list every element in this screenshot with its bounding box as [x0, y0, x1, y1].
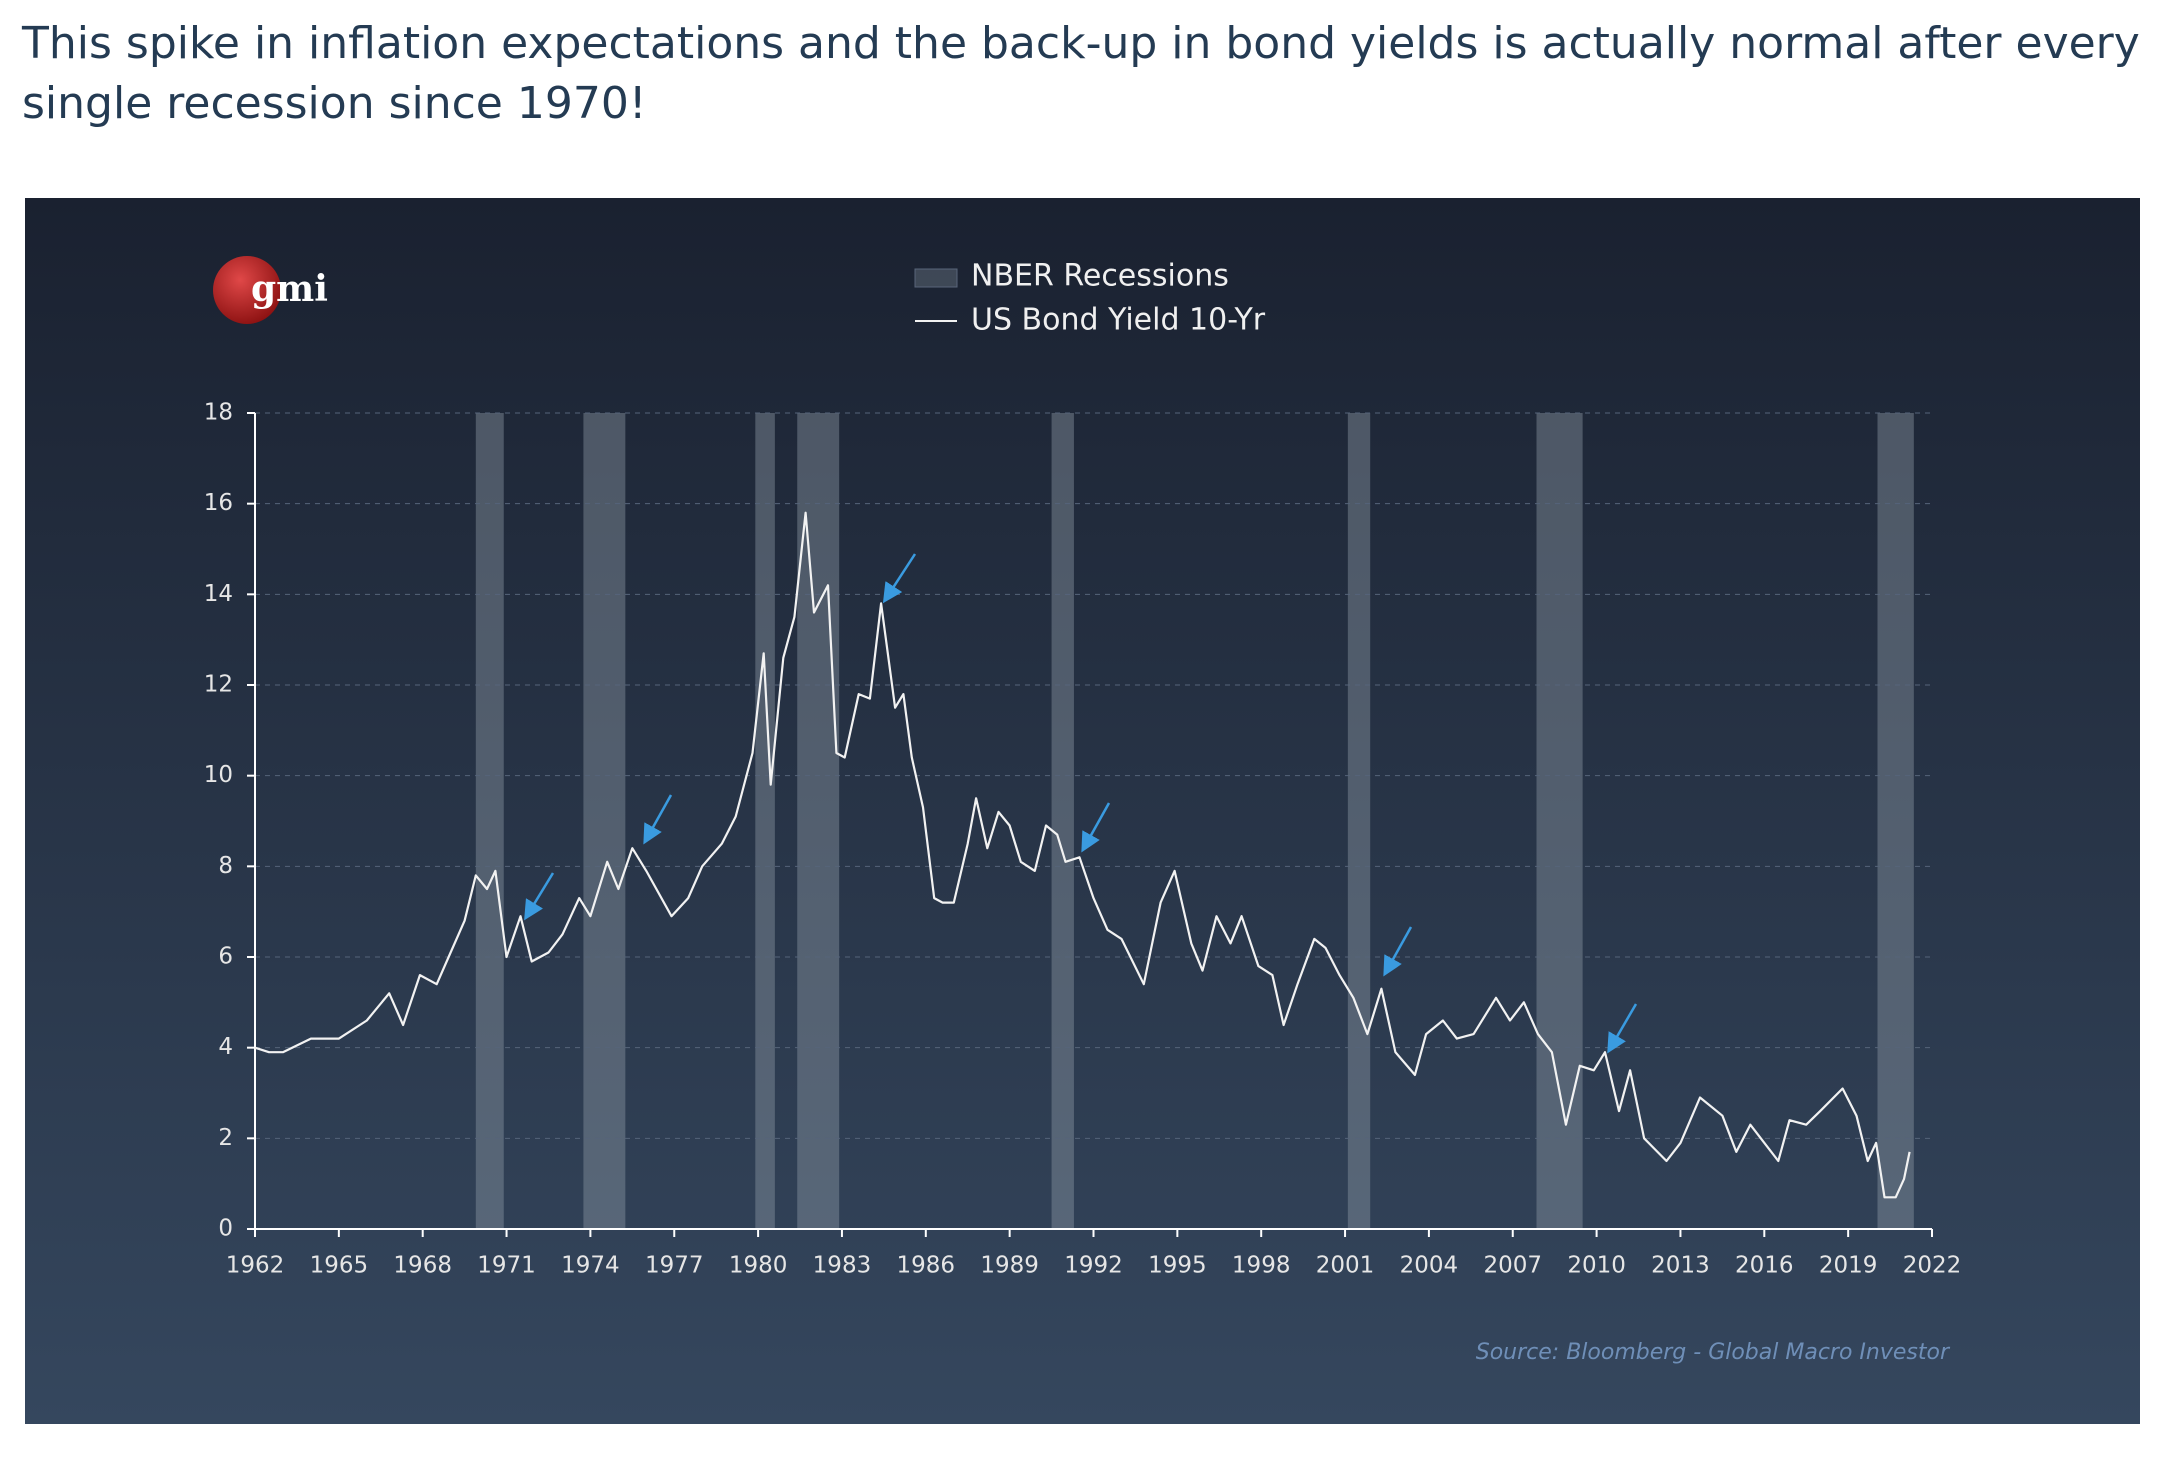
annotation-arrows — [524, 553, 1638, 1054]
x-tick-label: 2022 — [1903, 1253, 1962, 1279]
x-tick-label: 1998 — [1232, 1253, 1291, 1279]
recession-band — [1536, 413, 1583, 1229]
x-tick-label: 2019 — [1819, 1253, 1878, 1279]
y-tick-label: 2 — [218, 1125, 233, 1151]
x-tick-label: 1986 — [897, 1253, 956, 1279]
y-tick-label: 16 — [204, 490, 233, 516]
x-tick-label: 2001 — [1316, 1253, 1375, 1279]
arrow — [1383, 926, 1413, 977]
chart: gmi NBER Recessions US Bond Yield 10-Yr … — [25, 198, 2140, 1424]
x-tick-label: 2010 — [1567, 1253, 1626, 1279]
recession-band — [797, 413, 840, 1229]
arrow — [1607, 1003, 1638, 1054]
arrow — [882, 553, 917, 604]
legend-swatch-recession — [914, 268, 958, 288]
recession-band — [1051, 413, 1074, 1229]
recession-band — [755, 413, 775, 1229]
line-series — [254, 511, 1911, 1199]
x-tick-label: 1995 — [1148, 1253, 1207, 1279]
recession-band — [475, 413, 504, 1229]
arrow — [524, 872, 555, 921]
logo-text: gmi — [251, 268, 328, 310]
y-tick-label: 14 — [204, 581, 233, 607]
panel-background — [25, 198, 2140, 1424]
recession-band — [583, 413, 626, 1229]
arrow — [643, 794, 673, 845]
x-tick-label: 1974 — [561, 1253, 620, 1279]
x-tick-label: 1968 — [393, 1253, 452, 1279]
source-note: Source: Bloomberg - Global Macro Investo… — [1476, 1340, 1951, 1365]
post-text: This spike in inflation expectations and… — [22, 18, 2140, 129]
x-tick-label: 2007 — [1483, 1253, 1542, 1279]
legend-label: NBER Recessions — [971, 259, 1229, 294]
x-tick-label: 1962 — [226, 1253, 285, 1279]
x-tick-label: 1980 — [729, 1253, 788, 1279]
arrow — [1081, 802, 1111, 853]
y-tick-label: 6 — [218, 944, 233, 970]
y-tick-label: 12 — [204, 672, 233, 698]
x-tick-label: 1992 — [1064, 1253, 1123, 1279]
x-tick-label: 1983 — [813, 1253, 872, 1279]
x-tick-label: 1977 — [645, 1253, 704, 1279]
y-tick-label: 0 — [218, 1216, 233, 1242]
recession-band — [1347, 413, 1371, 1229]
y-tick-label: 4 — [218, 1034, 233, 1060]
recession-band — [1877, 413, 1914, 1229]
x-tick-label: 2016 — [1735, 1253, 1794, 1279]
y-tick-label: 10 — [204, 762, 233, 788]
logo-globe — [213, 256, 281, 324]
x-tick-label: 1965 — [310, 1253, 369, 1279]
x-tick-label: 2004 — [1400, 1253, 1459, 1279]
legend-label: US Bond Yield 10-Yr — [971, 303, 1266, 338]
y-tick-label: 18 — [204, 400, 233, 426]
x-tick-label: 1989 — [980, 1253, 1039, 1279]
x-tick-label: 1971 — [477, 1253, 536, 1279]
x-tick-label: 2013 — [1651, 1253, 1710, 1279]
plot: 0 2 4 6 8 10 12 14 16 18 1962 1965 1968 1971 1974 1977 1… — [204, 400, 1962, 1279]
y-tick-label: 8 — [218, 853, 233, 879]
